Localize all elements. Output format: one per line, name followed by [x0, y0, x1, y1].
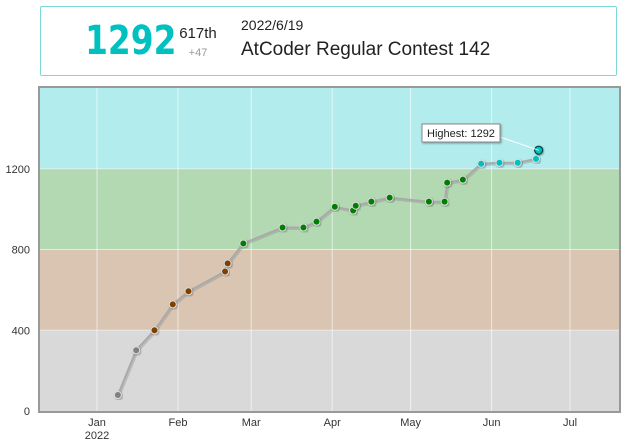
rating-point[interactable] [385, 193, 394, 202]
band-gray [40, 330, 619, 411]
x-tick-label: Jan [88, 417, 106, 429]
rating-point[interactable] [330, 202, 339, 211]
x-tick-label: Feb [169, 417, 188, 429]
rating-point[interactable] [113, 391, 122, 400]
rating-bands [40, 88, 619, 411]
highest-annotation: Highest: 1292 [421, 123, 539, 151]
rating-point[interactable] [532, 154, 541, 163]
rating-point[interactable] [367, 197, 376, 206]
x-tick-label: Apr [324, 417, 341, 429]
highest-tooltip-label: Highest: 1292 [427, 128, 495, 140]
rating-point[interactable] [168, 300, 177, 309]
rating-point[interactable] [278, 223, 287, 232]
rating-point[interactable] [312, 217, 321, 226]
band-green [40, 168, 619, 250]
y-axis-labels: 0 400 800 1200 [6, 164, 30, 418]
rating-point[interactable] [458, 175, 467, 184]
grid-lines [40, 88, 619, 411]
rating-point[interactable] [440, 197, 449, 206]
rating-point[interactable] [239, 239, 248, 248]
y-tick-label: 400 [12, 325, 30, 337]
x-tick-label: Jul [563, 417, 577, 429]
highest-tooltip-box [421, 123, 501, 143]
x-tick-label: May [400, 417, 421, 429]
rating-diff: +47 [188, 47, 208, 59]
y-tick-label: 1200 [6, 164, 30, 176]
band-cyan [40, 88, 619, 169]
rating-point[interactable] [221, 267, 230, 276]
x-tick-label: Mar [242, 417, 261, 429]
rating-points[interactable] [113, 145, 544, 400]
rating-point[interactable] [477, 159, 486, 168]
contest-rank: 617th [179, 25, 217, 42]
rating-point[interactable] [184, 287, 193, 296]
rating-point[interactable] [299, 223, 308, 232]
x-tick-label: Jun [483, 417, 501, 429]
rating-point[interactable] [351, 201, 360, 210]
y-tick-label: 800 [12, 245, 30, 257]
x-tick-sublabel: 2022 [85, 430, 109, 442]
rating-point[interactable] [443, 178, 452, 187]
y-tick-label: 0 [24, 406, 30, 418]
rating-status-card: 1292 617th +47 2022/6/19 AtCoder Regular… [40, 6, 617, 76]
rating-point[interactable] [223, 259, 232, 268]
rating-point[interactable] [132, 346, 141, 355]
rating-point[interactable] [513, 158, 522, 167]
contest-name[interactable]: AtCoder Regular Contest 142 [241, 39, 491, 60]
rating-point[interactable] [424, 197, 433, 206]
rating-point[interactable] [150, 326, 159, 335]
contest-date: 2022/6/19 [241, 17, 304, 33]
band-brown [40, 249, 619, 331]
rating-point[interactable] [495, 158, 504, 167]
